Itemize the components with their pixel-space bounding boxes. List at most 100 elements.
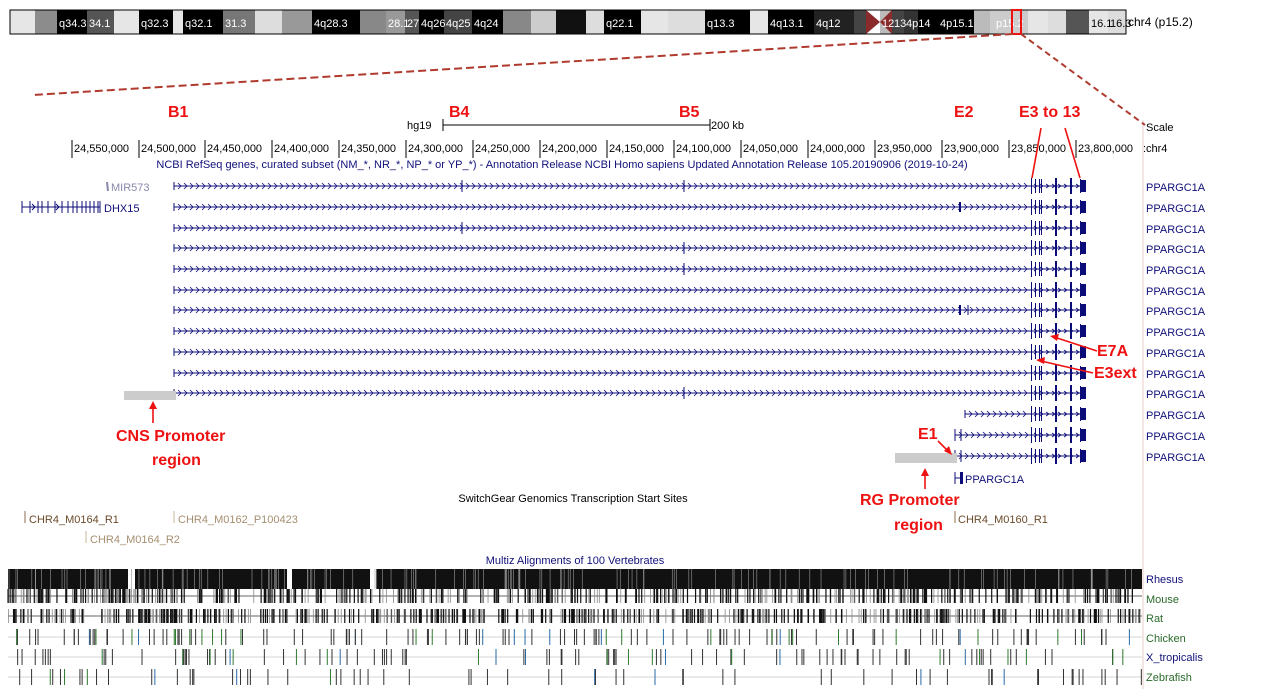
- band-label: 31.3: [225, 18, 246, 30]
- ideogram-band[interactable]: [173, 10, 183, 34]
- axis-tick-label: 24,100,000: [676, 143, 731, 155]
- transcript-label: PPARGC1A: [1146, 203, 1206, 215]
- axis-tick-label: 24,500,000: [141, 143, 196, 155]
- ideogram-band[interactable]: [892, 10, 904, 34]
- axis-tick-label: 23,950,000: [877, 143, 932, 155]
- ideogram-band[interactable]: [503, 10, 531, 34]
- chromosome-ideogram[interactable]: q34.3 34.1 q32.3 q32.1 31.3 4q28.3 28.127 4q26 4…: [9, 9, 1131, 35]
- ideogram-band[interactable]: [750, 10, 768, 34]
- annot-e3ext: E3ext: [1094, 365, 1137, 382]
- ideogram-band[interactable]: [114, 10, 139, 34]
- ideogram-band[interactable]: [854, 10, 866, 34]
- annot-e7a: E7A: [1097, 343, 1129, 360]
- axis-tick-label: 24,200,000: [542, 143, 597, 155]
- band-label: 4p15.1: [940, 18, 974, 30]
- ppargc1a-transcripts[interactable]: [173, 178, 1086, 464]
- annot-b1: B1: [168, 104, 189, 121]
- axis-tick-label: 23,900,000: [944, 143, 999, 155]
- band-label: q34.3: [59, 18, 87, 30]
- ideogram-band[interactable]: [405, 10, 419, 34]
- position-highlight-box: [1011, 9, 1022, 35]
- ideogram-band[interactable]: [139, 10, 173, 34]
- switchgear-label-3: CHR4_M0164_R2: [90, 534, 180, 546]
- ideogram-band[interactable]: [531, 10, 556, 34]
- transcript-label: PPARGC1A: [1146, 348, 1206, 360]
- ideogram-band[interactable]: [1028, 10, 1048, 34]
- axis-tick-label: 24,250,000: [475, 143, 530, 155]
- transcript-label: PPARGC1A: [1146, 244, 1206, 256]
- ideogram-band[interactable]: [419, 10, 444, 34]
- ideogram-band[interactable]: [183, 10, 223, 34]
- ideogram-band[interactable]: [87, 10, 114, 34]
- band-label: q32.3: [141, 18, 169, 30]
- ideogram-band[interactable]: [556, 10, 586, 34]
- ideogram-band[interactable]: [472, 10, 503, 34]
- scale-bar-label: 200 kb: [711, 120, 744, 132]
- transcript-label: PPARGC1A: [1146, 369, 1206, 381]
- ideogram-band[interactable]: [705, 10, 750, 34]
- axis-tick-label: 24,150,000: [609, 143, 664, 155]
- transcript-label: PPARGC1A: [1146, 431, 1206, 443]
- band-label: 4q12: [816, 18, 840, 30]
- switchgear-label-1: CHR4_M0164_R1: [29, 514, 119, 526]
- position-axis: 24,550,000 24,500,000 24,450,000 24,400,000…: [71, 140, 1133, 158]
- annot-e3-to-13: E3 to 13: [1019, 104, 1080, 121]
- band-label: 28.1: [388, 18, 409, 30]
- ideogram-band[interactable]: [1048, 10, 1066, 34]
- ideogram-band[interactable]: [604, 10, 641, 34]
- band-label: 12: [882, 18, 894, 30]
- refseq-track-title: NCBI RefSeq genes, curated subset (NM_*,…: [156, 159, 967, 171]
- species-label: X_tropicalis: [1146, 652, 1203, 664]
- ideogram-band[interactable]: [904, 10, 918, 34]
- band-label: 4q28.3: [314, 18, 348, 30]
- ideogram-band[interactable]: [35, 10, 57, 34]
- band-label: 4q24: [474, 18, 498, 30]
- band-label: 4q13.1: [770, 18, 804, 30]
- band-label: 16.3: [1110, 18, 1131, 30]
- band-label: 13: [894, 18, 906, 30]
- ideogram-band[interactable]: [360, 10, 386, 34]
- annotation-layer: B1 B4 B5 E2 E3 to 13 E7A E3ext E1 CNS Pr…: [116, 104, 1137, 534]
- ideogram-band[interactable]: [57, 10, 87, 34]
- species-label: Rat: [1146, 613, 1163, 625]
- ideogram-band[interactable]: [282, 10, 312, 34]
- ideogram-band[interactable]: [938, 10, 974, 34]
- ideogram-band[interactable]: [386, 10, 405, 34]
- axis-tick-label: 24,400,000: [274, 143, 329, 155]
- chromosome-label: chr4 (p15.2): [1128, 15, 1193, 29]
- ideogram-band[interactable]: [641, 10, 668, 34]
- ideogram-band[interactable]: [768, 10, 814, 34]
- annotation-pointers: [149, 127, 1098, 489]
- species-label: Chicken: [1146, 633, 1186, 645]
- axis-tick-label: 24,000,000: [810, 143, 865, 155]
- cns-promoter-region: [124, 391, 176, 400]
- ideogram-band[interactable]: [10, 10, 35, 34]
- band-label: p15.2: [996, 18, 1024, 30]
- ideogram-band[interactable]: [586, 10, 604, 34]
- axis-tick-label: 23,800,000: [1078, 143, 1133, 155]
- annot-rg-line1: RG Promoter: [860, 492, 960, 509]
- dhx15-gene[interactable]: [21, 201, 101, 213]
- dhx15-label: DHX15: [104, 203, 139, 215]
- ideogram-band[interactable]: [974, 10, 990, 34]
- ideogram-band[interactable]: [814, 10, 854, 34]
- ideogram-band[interactable]: [918, 10, 938, 34]
- band-label: 27: [407, 18, 419, 30]
- ideogram-band[interactable]: [444, 10, 472, 34]
- annot-b4: B4: [449, 104, 470, 121]
- conservation-track[interactable]: [7, 569, 1142, 685]
- species-label: Rhesus: [1146, 574, 1184, 586]
- annot-e1: E1: [918, 426, 938, 443]
- transcript-label: PPARGC1A: [1146, 452, 1206, 464]
- ideogram-band[interactable]: [312, 10, 360, 34]
- ideogram-band[interactable]: [223, 10, 255, 34]
- species-label: Mouse: [1146, 594, 1179, 606]
- axis-tick-label: 24,300,000: [408, 143, 463, 155]
- ideogram-band[interactable]: [668, 10, 705, 34]
- axis-tick-label: 24,550,000: [74, 143, 129, 155]
- transcript-label: PPARGC1A: [1146, 389, 1206, 401]
- ideogram-band[interactable]: [255, 10, 282, 34]
- axis-tick-label: 24,450,000: [207, 143, 262, 155]
